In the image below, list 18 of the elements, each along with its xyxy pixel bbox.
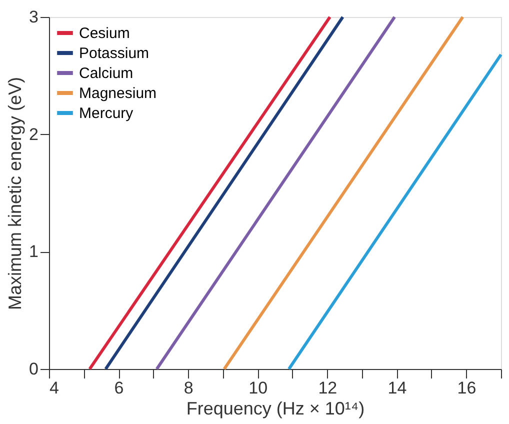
x-tick-label: 4 <box>50 378 59 398</box>
x-tick-label: 12 <box>318 378 338 398</box>
legend-label: Cesium <box>79 25 130 42</box>
y-tick-label: 2 <box>29 124 38 144</box>
x-tick-label: 6 <box>114 378 124 398</box>
legend-label: Calcium <box>79 65 134 82</box>
x-tick-label: 8 <box>184 378 194 398</box>
y-tick-label: 3 <box>29 8 38 26</box>
y-axis-title: Maximum kinetic energy (eV) <box>5 76 26 310</box>
y-tick-label: 1 <box>29 242 38 262</box>
y-tick-label: 0 <box>29 360 38 378</box>
legend-label: Magnesium <box>79 85 157 102</box>
x-axis-title: Frequency (Hz × 10¹⁴) <box>186 398 365 418</box>
legend-label: Mercury <box>79 105 134 122</box>
legend-label: Potassium <box>79 45 150 62</box>
x-tick-label: 10 <box>248 378 268 398</box>
x-tick-label: 14 <box>388 378 407 398</box>
x-tick-label: 16 <box>457 378 476 398</box>
